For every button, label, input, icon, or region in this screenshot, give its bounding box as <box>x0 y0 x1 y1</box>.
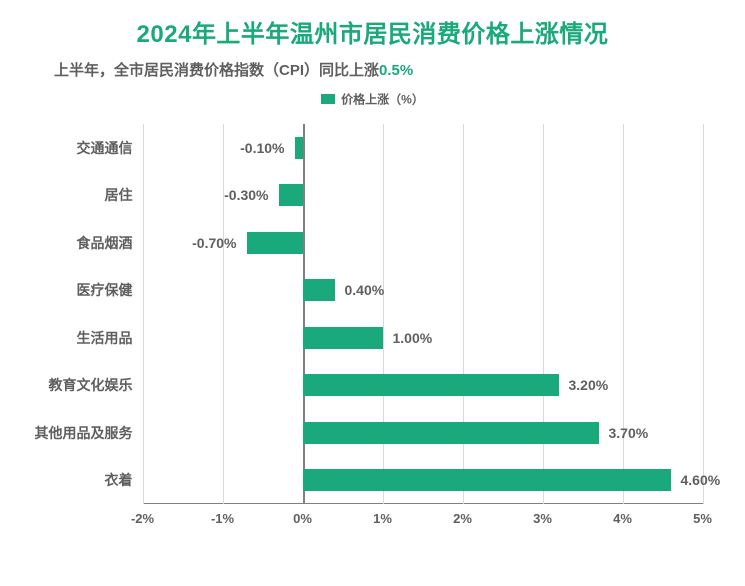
category-label: 生活用品 <box>23 328 133 348</box>
bar-row: 医疗保健0.40% <box>143 267 703 315</box>
x-tick-label: -2% <box>131 511 154 526</box>
bar <box>303 374 559 396</box>
x-tick-label: 4% <box>613 511 632 526</box>
value-label: -0.30% <box>224 187 268 203</box>
value-label: -0.10% <box>240 140 284 156</box>
bar-row: 生活用品1.00% <box>143 314 703 362</box>
value-label: 3.70% <box>609 425 649 441</box>
subtitle-prefix: 上半年，全市居民消费价格指数（CPI）同比上涨 <box>54 62 379 79</box>
x-tick-label: 5% <box>693 511 712 526</box>
bar-row: 教育文化娱乐3.20% <box>143 362 703 410</box>
bar-row: 其他用品及服务3.70% <box>143 409 703 457</box>
bar-row: 食品烟酒-0.70% <box>143 219 703 267</box>
legend: 价格上涨（%） <box>0 86 745 114</box>
bar-row: 交通通信-0.10% <box>143 124 703 172</box>
bar-row: 衣着4.60% <box>143 457 703 505</box>
category-label: 其他用品及服务 <box>23 423 133 443</box>
bar <box>295 137 303 159</box>
category-label: 食品烟酒 <box>23 233 133 253</box>
bar-row: 居住-0.30% <box>143 172 703 220</box>
value-label: 3.20% <box>569 377 609 393</box>
category-label: 衣着 <box>23 470 133 490</box>
x-tick-label: 3% <box>533 511 552 526</box>
category-label: 医疗保健 <box>23 280 133 300</box>
plot-area: -2%-1%0%1%2%3%4%5%交通通信-0.10%居住-0.30%食品烟酒… <box>143 124 703 504</box>
value-label: 4.60% <box>681 472 721 488</box>
bar <box>303 279 335 301</box>
bar <box>303 422 599 444</box>
value-label: -0.70% <box>192 235 236 251</box>
bar <box>279 184 303 206</box>
legend-label: 价格上涨（%） <box>341 92 424 106</box>
subtitle-highlight: 0.5% <box>379 62 413 79</box>
category-label: 交通通信 <box>23 138 133 158</box>
bar <box>247 232 303 254</box>
chart-title: 2024年上半年温州市居民消费价格上涨情况 <box>0 0 745 49</box>
category-label: 教育文化娱乐 <box>23 375 133 395</box>
category-label: 居住 <box>23 185 133 205</box>
x-tick-label: -1% <box>211 511 234 526</box>
chart-subtitle: 上半年，全市居民消费价格指数（CPI）同比上涨0.5% <box>0 49 745 86</box>
x-tick-label: 2% <box>453 511 472 526</box>
legend-swatch <box>321 94 335 104</box>
x-tick-label: 1% <box>373 511 392 526</box>
grid-line <box>703 124 704 504</box>
chart-area: -2%-1%0%1%2%3%4%5%交通通信-0.10%居住-0.30%食品烟酒… <box>23 114 723 544</box>
value-label: 1.00% <box>393 330 433 346</box>
bar <box>303 469 671 491</box>
bar <box>303 327 383 349</box>
x-tick-label: 0% <box>293 511 312 526</box>
value-label: 0.40% <box>345 282 385 298</box>
